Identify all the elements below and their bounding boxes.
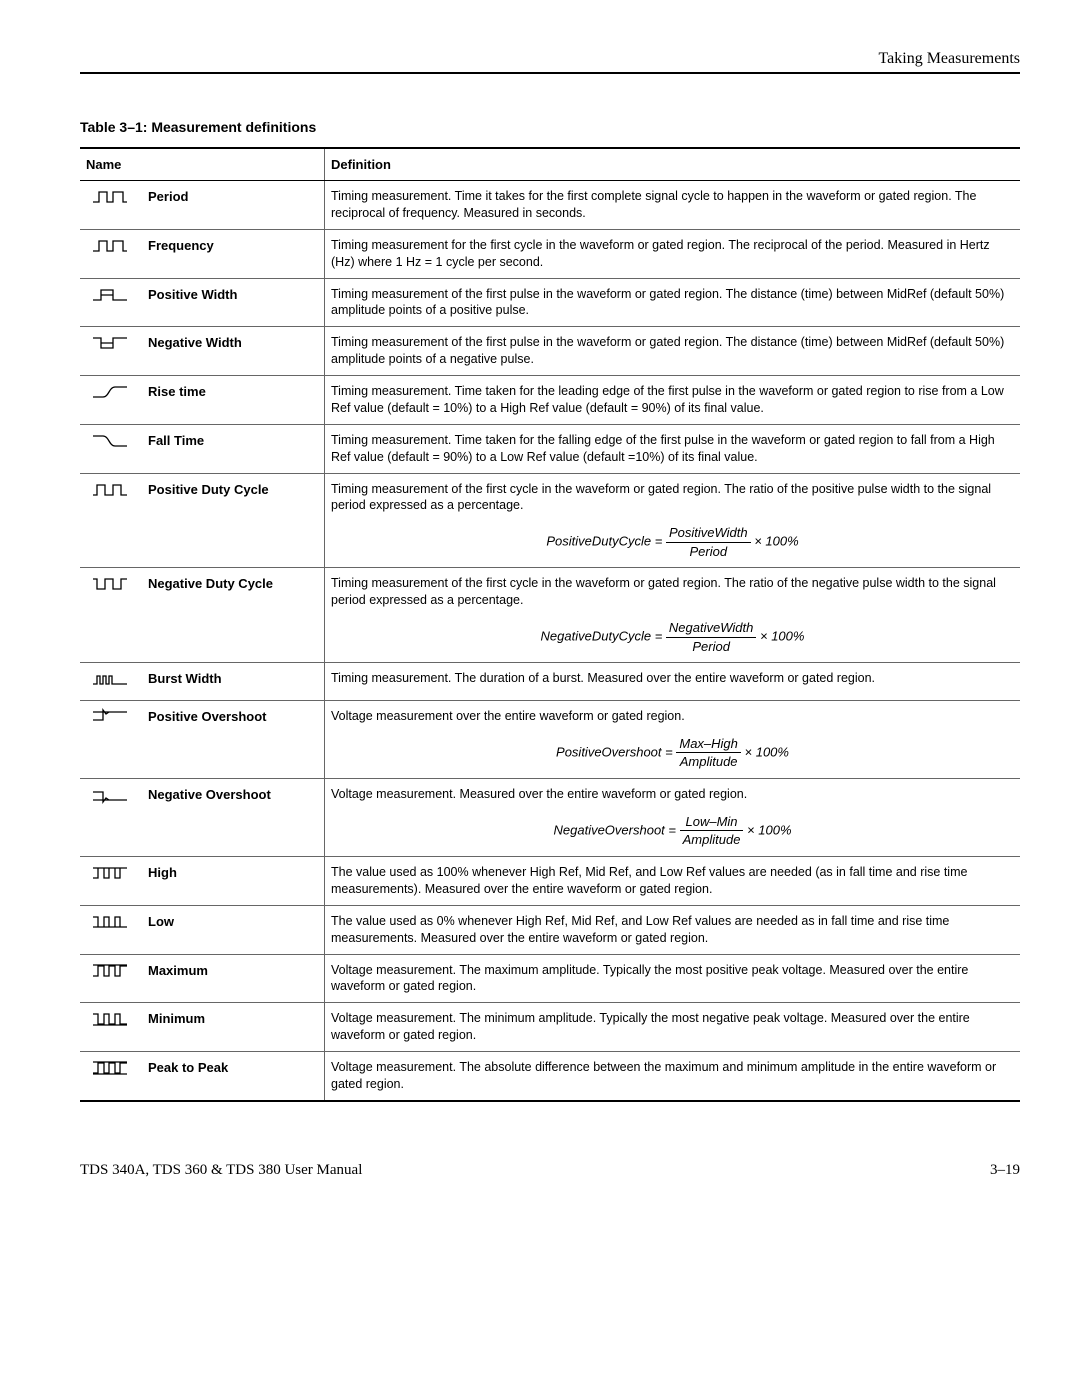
- low-icon: [80, 905, 142, 954]
- measurement-name: Negative Duty Cycle: [142, 568, 325, 663]
- measurement-definition: Timing measurement. The duration of a bu…: [325, 663, 1021, 701]
- formula: PositiveDutyCycle = PositiveWidthPeriod …: [331, 524, 1014, 560]
- col-definition: Definition: [325, 148, 1021, 181]
- period-icon: [80, 181, 142, 230]
- measurement-definition: Timing measurement. Time taken for the f…: [325, 424, 1021, 473]
- table-row: Negative WidthTiming measurement of the …: [80, 327, 1020, 376]
- table-row: Peak to PeakVoltage measurement. The abs…: [80, 1052, 1020, 1101]
- table-row: Burst WidthTiming measurement. The durat…: [80, 663, 1020, 701]
- measurement-definition: Timing measurement of the first pulse in…: [325, 278, 1021, 327]
- high-icon: [80, 857, 142, 906]
- table-row: Negative Duty CycleTiming measurement of…: [80, 568, 1020, 663]
- measurement-name: Fall Time: [142, 424, 325, 473]
- measurement-definition: Timing measurement of the first cycle in…: [325, 568, 1021, 663]
- measurement-definition: Timing measurement. Time it takes for th…: [325, 181, 1021, 230]
- table-row: HighThe value used as 100% whenever High…: [80, 857, 1020, 906]
- measurement-name: Low: [142, 905, 325, 954]
- header-title: Taking Measurements: [80, 50, 1020, 74]
- formula: NegativeDutyCycle = NegativeWidthPeriod …: [331, 619, 1014, 655]
- table-row: Negative OvershootVoltage measurement. M…: [80, 779, 1020, 857]
- measurement-name: High: [142, 857, 325, 906]
- measurement-name: Minimum: [142, 1003, 325, 1052]
- table-row: Positive OvershootVoltage measurement ov…: [80, 701, 1020, 779]
- measurement-name: Maximum: [142, 954, 325, 1003]
- measurement-definition: The value used as 100% whenever High Ref…: [325, 857, 1021, 906]
- measurement-definition: Voltage measurement. The maximum amplitu…: [325, 954, 1021, 1003]
- burst-width-icon: [80, 663, 142, 701]
- measurement-definition: Voltage measurement. Measured over the e…: [325, 779, 1021, 857]
- table-row: Positive Duty CycleTiming measurement of…: [80, 473, 1020, 568]
- maximum-icon: [80, 954, 142, 1003]
- fall-time-icon: [80, 424, 142, 473]
- measurement-name: Period: [142, 181, 325, 230]
- positive-duty-icon: [80, 473, 142, 568]
- negative-width-icon: [80, 327, 142, 376]
- table-row: MinimumVoltage measurement. The minimum …: [80, 1003, 1020, 1052]
- measurement-definition: The value used as 0% whenever High Ref, …: [325, 905, 1021, 954]
- table-row: PeriodTiming measurement. Time it takes …: [80, 181, 1020, 230]
- measurement-name: Burst Width: [142, 663, 325, 701]
- table-row: MaximumVoltage measurement. The maximum …: [80, 954, 1020, 1003]
- formula: PositiveOvershoot = Max–HighAmplitude × …: [331, 735, 1014, 771]
- positive-overshoot-icon: [80, 701, 142, 779]
- measurement-definition: Voltage measurement. The minimum amplitu…: [325, 1003, 1021, 1052]
- table-row: Positive WidthTiming measurement of the …: [80, 278, 1020, 327]
- measurement-name: Frequency: [142, 229, 325, 278]
- table-title: Table 3–1: Measurement definitions: [80, 119, 1020, 135]
- col-name: Name: [80, 148, 325, 181]
- formula: NegativeOvershoot = Low–MinAmplitude × 1…: [331, 813, 1014, 849]
- measurement-name: Positive Duty Cycle: [142, 473, 325, 568]
- table-row: LowThe value used as 0% whenever High Re…: [80, 905, 1020, 954]
- frequency-icon: [80, 229, 142, 278]
- minimum-icon: [80, 1003, 142, 1052]
- negative-duty-icon: [80, 568, 142, 663]
- measurement-definition: Timing measurement of the first cycle in…: [325, 473, 1021, 568]
- negative-overshoot-icon: [80, 779, 142, 857]
- measurement-name: Positive Width: [142, 278, 325, 327]
- measurement-table: Name Definition PeriodTiming measurement…: [80, 147, 1020, 1102]
- table-row: FrequencyTiming measurement for the firs…: [80, 229, 1020, 278]
- measurement-name: Rise time: [142, 376, 325, 425]
- table-row: Fall TimeTiming measurement. Time taken …: [80, 424, 1020, 473]
- measurement-definition: Voltage measurement over the entire wave…: [325, 701, 1021, 779]
- measurement-definition: Timing measurement of the first pulse in…: [325, 327, 1021, 376]
- rise-time-icon: [80, 376, 142, 425]
- peak-to-peak-icon: [80, 1052, 142, 1101]
- positive-width-icon: [80, 278, 142, 327]
- measurement-name: Peak to Peak: [142, 1052, 325, 1101]
- measurement-definition: Voltage measurement. The absolute differ…: [325, 1052, 1021, 1101]
- footer-left: TDS 340A, TDS 360 & TDS 380 User Manual: [80, 1162, 362, 1179]
- table-row: Rise timeTiming measurement. Time taken …: [80, 376, 1020, 425]
- measurement-name: Negative Width: [142, 327, 325, 376]
- footer-right: 3–19: [990, 1162, 1020, 1179]
- measurement-definition: Timing measurement. Time taken for the l…: [325, 376, 1021, 425]
- measurement-definition: Timing measurement for the first cycle i…: [325, 229, 1021, 278]
- measurement-name: Negative Overshoot: [142, 779, 325, 857]
- measurement-name: Positive Overshoot: [142, 701, 325, 779]
